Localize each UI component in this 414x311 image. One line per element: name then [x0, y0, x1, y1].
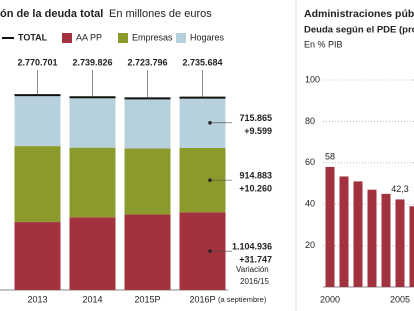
chart-title: Administraciones públi — [304, 8, 414, 20]
bar-segment — [69, 217, 116, 290]
variation-title: Variación — [236, 265, 269, 274]
variation-label: +31.747 — [239, 255, 272, 265]
bar-segment — [124, 214, 171, 290]
bar-segment — [69, 97, 116, 148]
bar-segment — [124, 98, 171, 149]
bar — [367, 189, 377, 287]
total-label: 2.770.701 — [17, 57, 57, 67]
y-axis-label: En % PIB — [304, 39, 343, 49]
bar — [339, 176, 349, 287]
chart-subtitle: En millones de euros — [109, 8, 212, 20]
x-tick-label: 2013 — [27, 294, 47, 304]
variation-label: +10.260 — [239, 183, 272, 193]
x-tick-label: 2000 — [320, 294, 340, 304]
value-label: 715.865 — [239, 113, 272, 123]
variation-label: +9.599 — [244, 126, 272, 136]
chart-subtitle: Deuda según el PDE (pro — [304, 25, 414, 36]
bar — [395, 199, 405, 287]
total-label: 2.735.684 — [182, 57, 222, 67]
bar-segment — [124, 148, 171, 215]
chart-title: ón de la deuda total — [0, 8, 103, 20]
y-tick-label: 60 — [305, 157, 315, 167]
y-tick-label: 40 — [305, 199, 315, 209]
legend-swatch — [62, 33, 72, 43]
bar-segment — [14, 222, 61, 290]
x-tick-label: 2005 — [390, 294, 410, 304]
bar — [381, 193, 391, 287]
y-tick-label: 80 — [305, 116, 315, 126]
bar — [353, 181, 363, 287]
bar-segment — [14, 95, 61, 147]
bar-segment — [14, 146, 61, 223]
x-tick-label: 2014 — [82, 294, 102, 304]
bar-segment — [69, 147, 116, 218]
legend-label: TOTAL — [18, 32, 48, 42]
bar — [325, 166, 335, 287]
total-label: 2.723.796 — [127, 57, 167, 67]
total-label: 2.739.826 — [72, 57, 112, 67]
variation-period: 2016/15 — [240, 277, 269, 286]
y-tick-label: 20 — [305, 240, 315, 250]
value-label: 1.104.936 — [232, 242, 272, 252]
category-note: (a septiembre) — [218, 295, 267, 304]
legend-label: Hogares — [190, 32, 225, 42]
value-label: 58 — [325, 151, 335, 161]
legend-swatch — [176, 33, 186, 43]
legend-label: Empresas — [132, 32, 173, 42]
x-tick-label: 2015P — [134, 294, 160, 304]
bar — [409, 206, 414, 287]
value-label: 42,3 — [391, 184, 409, 194]
x-tick-label: 2016P — [189, 294, 215, 304]
y-tick-label: 100 — [305, 74, 320, 84]
value-label: 914.883 — [239, 170, 272, 180]
legend-label: AA PP — [76, 32, 102, 42]
legend-swatch — [118, 33, 128, 43]
